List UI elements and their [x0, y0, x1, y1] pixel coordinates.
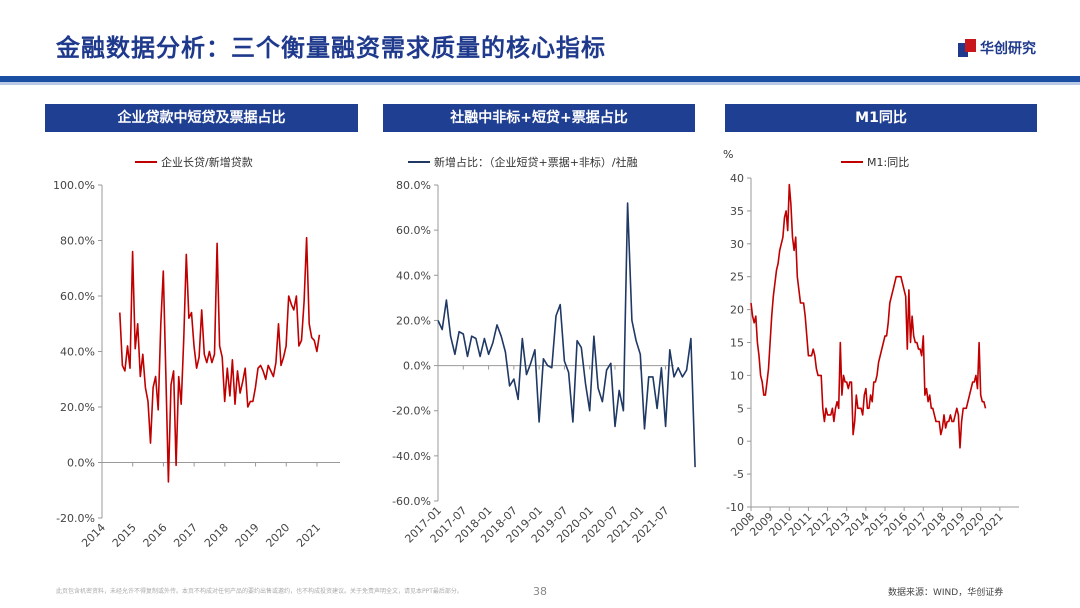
- series-line: [120, 238, 320, 482]
- logo-text: 华创研究: [980, 38, 1036, 58]
- y-tick-label: 80.0%: [60, 235, 95, 248]
- disclaimer: 此页包含机密资料，未经允许不得复制或外传。本页不构成对任何产品的要约出售或邀约，…: [56, 586, 463, 595]
- y-tick-label: -20.0%: [56, 512, 95, 525]
- y-tick-label: 40.0%: [60, 346, 95, 359]
- page-number: 38: [533, 585, 547, 598]
- x-tick-label: 2014: [79, 521, 108, 550]
- panel-2-heading: 社融中非标+短贷+票据占比: [383, 104, 695, 132]
- y-tick-label: -20.0%: [392, 405, 431, 418]
- y-tick-label: -40.0%: [392, 450, 431, 463]
- legend-label: 企业长贷/新增贷款: [161, 155, 253, 169]
- y-tick-label: 20.0%: [60, 401, 95, 414]
- logo-icon: [958, 39, 976, 57]
- y-tick-label: 100.0%: [53, 179, 95, 192]
- y-tick-label: 35: [730, 205, 744, 218]
- y-tick-label: -5: [733, 468, 744, 481]
- y-tick-label: 60.0%: [396, 224, 431, 237]
- chart-social-financing: 新增占比：（企业短贷+票据+非标）/社融 -60.0% -40.0% -20.0% 0.…: [380, 140, 690, 560]
- y-tick-label: 0: [737, 435, 744, 448]
- x-tick-label: 2017: [171, 521, 200, 550]
- legend: 新增占比：（企业短贷+票据+非标）/社融: [408, 155, 638, 169]
- x-tick-label: 2020: [263, 521, 292, 550]
- legend: M1:同比: [841, 156, 909, 169]
- brand-logo: 华创研究: [958, 38, 1036, 58]
- y-tick-label: -60.0%: [392, 495, 431, 508]
- y-tick-label: 0.0%: [403, 360, 431, 373]
- panel-3-heading: M1同比: [725, 104, 1037, 132]
- data-source: 数据来源：WIND，华创证券: [888, 585, 1003, 598]
- y-tick-label: 30: [730, 238, 744, 251]
- y-tick-label: 20: [730, 304, 744, 317]
- y-tick-label: 10: [730, 369, 744, 382]
- x-tick-label: 2016: [141, 521, 170, 550]
- x-tick-label: 2015: [110, 521, 139, 550]
- y-tick-label: 15: [730, 337, 744, 350]
- legend-label: M1:同比: [867, 156, 909, 169]
- y-tick-label: 20.0%: [396, 314, 431, 327]
- y-tick-label: 25: [730, 271, 744, 284]
- y-unit-label: %: [723, 148, 733, 161]
- header-divider-shadow: [0, 82, 1080, 85]
- x-tick-label: 2019: [233, 521, 262, 550]
- y-tick-label: 80.0%: [396, 179, 431, 192]
- series-line: [438, 203, 695, 467]
- y-tick-label: 0.0%: [67, 457, 95, 470]
- page-title: 金融数据分析：三个衡量融资需求质量的核心指标: [56, 28, 606, 63]
- legend: 企业长贷/新增贷款: [135, 155, 253, 169]
- y-tick-label: -10: [726, 501, 744, 514]
- y-tick-label: 40.0%: [396, 269, 431, 282]
- x-tick-label: 2018: [202, 521, 231, 550]
- y-tick-label: 40: [730, 172, 744, 185]
- series-line: [751, 185, 986, 448]
- x-tick-label: 2021: [294, 521, 323, 550]
- legend-label: 新增占比：（企业短贷+票据+非标）/社融: [434, 155, 638, 169]
- chart-m1-yoy: M1:同比%-10-505101520253035402008200920102…: [715, 140, 1035, 560]
- y-tick-label: 60.0%: [60, 290, 95, 303]
- panel-1-heading: 企业贷款中短贷及票据占比: [45, 104, 358, 132]
- chart-corporate-loans: 企业长贷/新增贷款 -20.0% 0.0% 20.0% 40.0% 60.0% 80.0% 1…: [40, 140, 350, 560]
- y-tick-label: 5: [737, 402, 744, 415]
